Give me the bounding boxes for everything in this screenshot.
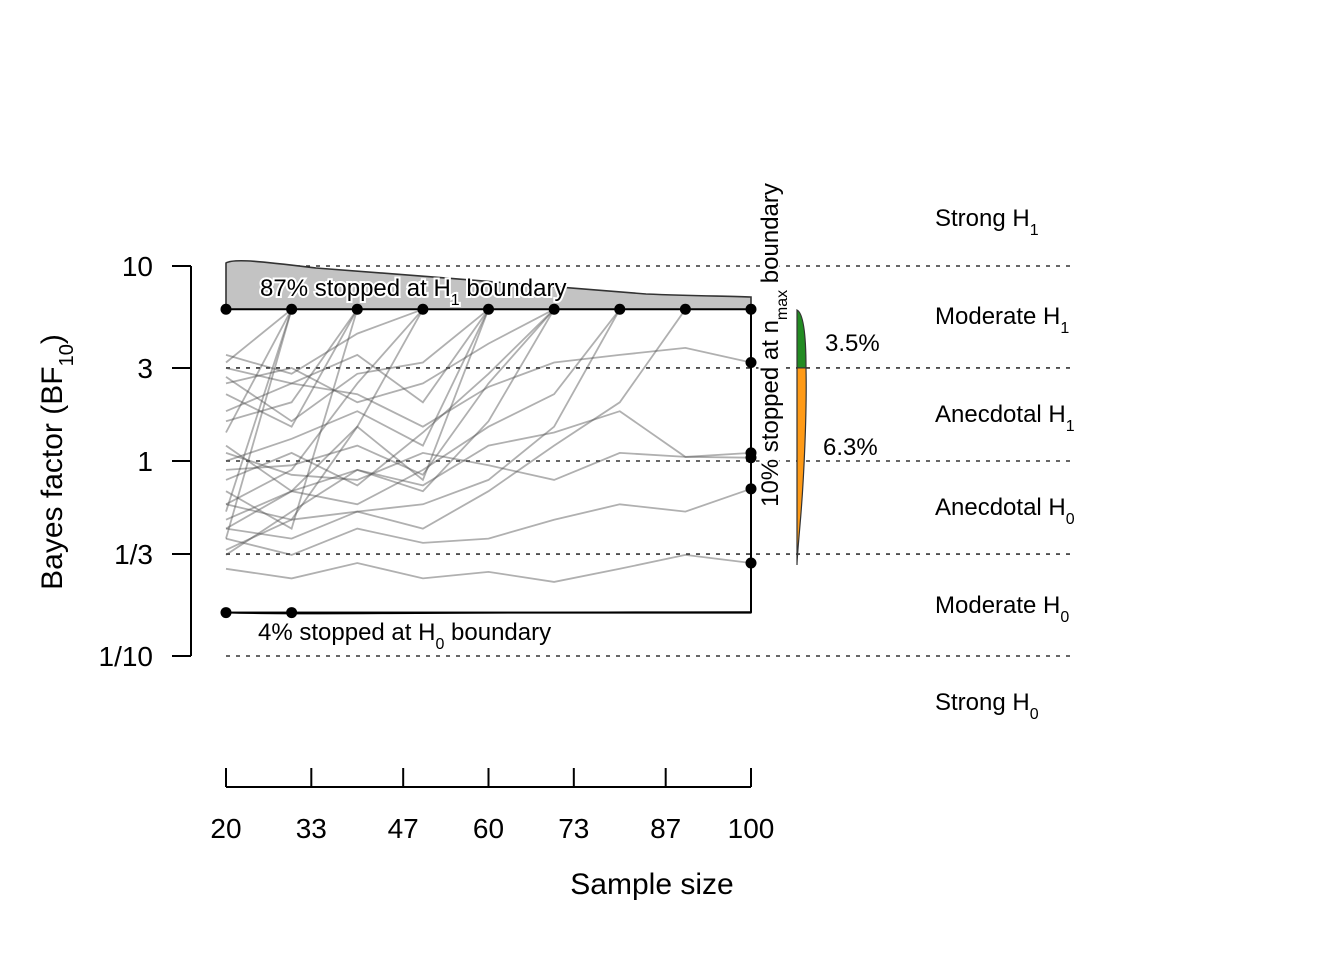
x-axis: 20 33 47 60 73 87 100 bbox=[210, 768, 774, 844]
trajectory-line bbox=[225, 308, 359, 428]
trajectory-lines bbox=[225, 308, 752, 583]
x-tick-label: 33 bbox=[296, 813, 327, 844]
y-axis-title: Bayes factor (BF10) bbox=[36, 334, 78, 590]
evidence-category-labels: Strong H1 Moderate H1 Anecdotal H1 Anecd… bbox=[935, 205, 1075, 723]
trajectory-line bbox=[225, 308, 621, 540]
y-tick-label: 1/3 bbox=[114, 539, 153, 570]
trajectory-line bbox=[225, 308, 555, 556]
upper-stop-point bbox=[548, 303, 560, 315]
trajectory-line bbox=[225, 308, 490, 413]
x-tick-label: 73 bbox=[558, 813, 589, 844]
trajectory-line bbox=[225, 308, 293, 433]
y-tick-label: 10 bbox=[122, 251, 153, 282]
category-strong-h0: Strong H0 bbox=[935, 689, 1039, 723]
trajectory-line bbox=[225, 308, 490, 462]
reference-lines bbox=[226, 265, 1072, 657]
upper-stop-point bbox=[220, 303, 232, 315]
trajectory-line bbox=[225, 308, 359, 423]
y-axis: 10 3 1 1/3 1/10 bbox=[99, 251, 192, 672]
upper-stop-point bbox=[417, 303, 429, 315]
nmax-endpoint-point bbox=[745, 483, 757, 495]
trajectory-line bbox=[225, 308, 424, 506]
upper-stop-point bbox=[679, 303, 691, 315]
trajectory-line bbox=[225, 346, 752, 428]
upper-stop-point bbox=[351, 303, 363, 315]
trajectory-line bbox=[225, 308, 490, 551]
x-tick-label: 87 bbox=[650, 813, 681, 844]
trajectory-line bbox=[225, 309, 293, 539]
category-anecdotal-h1: Anecdotal H1 bbox=[935, 401, 1075, 435]
upper-stop-point bbox=[614, 303, 626, 315]
nmax-endpoint-point bbox=[745, 557, 757, 569]
upper-stop-point bbox=[745, 303, 757, 315]
trajectory-line bbox=[225, 487, 752, 556]
lower-stop-point bbox=[220, 607, 232, 619]
trajectory-line bbox=[225, 308, 555, 404]
trajectory-line bbox=[225, 308, 424, 493]
nmax-endpoint-point bbox=[745, 452, 757, 464]
trajectory-line bbox=[225, 308, 555, 487]
category-moderate-h1: Moderate H1 bbox=[935, 303, 1069, 337]
trajectory-line bbox=[225, 308, 687, 530]
category-moderate-h0: Moderate H0 bbox=[935, 592, 1069, 626]
y-tick-label: 3 bbox=[137, 353, 153, 384]
lower-boundary-annotation: 4% stopped at H0 boundary bbox=[258, 619, 551, 653]
category-strong-h1: Strong H1 bbox=[935, 205, 1039, 239]
stop-points bbox=[220, 303, 757, 619]
trajectory-line bbox=[225, 553, 752, 583]
upper-stop-point bbox=[483, 303, 494, 315]
trajectory-line bbox=[225, 308, 621, 521]
trajectory-line bbox=[225, 309, 359, 530]
x-axis-title: Sample size bbox=[570, 868, 733, 901]
upper-boundary-annotation: 87% stopped at H1 boundary bbox=[260, 275, 566, 309]
y-tick-label: 1/10 bbox=[99, 641, 154, 672]
nmax-density-anecdotal bbox=[796, 367, 807, 566]
nmax-annotation: 10% stopped at nmax boundary bbox=[757, 183, 791, 507]
nmax-endpoint-point bbox=[745, 356, 757, 368]
trajectory-line bbox=[225, 308, 293, 364]
trajectory-line bbox=[225, 308, 490, 423]
x-tick-label: 47 bbox=[388, 813, 419, 844]
x-tick-label: 60 bbox=[473, 813, 504, 844]
trajectory-line bbox=[225, 410, 752, 530]
category-anecdotal-h0: Anecdotal H0 bbox=[935, 494, 1075, 528]
trajectory-line bbox=[225, 451, 752, 481]
lower-stop-point bbox=[286, 607, 298, 619]
trajectory-line bbox=[225, 309, 293, 512]
upper-stop-point bbox=[286, 303, 298, 315]
y-tick-label: 1 bbox=[137, 446, 153, 477]
trajectory-line bbox=[225, 308, 424, 375]
nmax-percent-anecdotal: 6.3% bbox=[823, 434, 878, 461]
nmax-density-moderate-h1 bbox=[796, 309, 807, 369]
x-tick-label: 100 bbox=[728, 813, 775, 844]
nmax-density bbox=[796, 309, 807, 566]
x-tick-label: 20 bbox=[210, 813, 241, 844]
upper-density-area bbox=[225, 259, 752, 311]
upper-boundary-density bbox=[225, 259, 752, 311]
trajectory-line bbox=[225, 308, 555, 476]
nmax-percent-moderate-h1: 3.5% bbox=[825, 330, 880, 357]
